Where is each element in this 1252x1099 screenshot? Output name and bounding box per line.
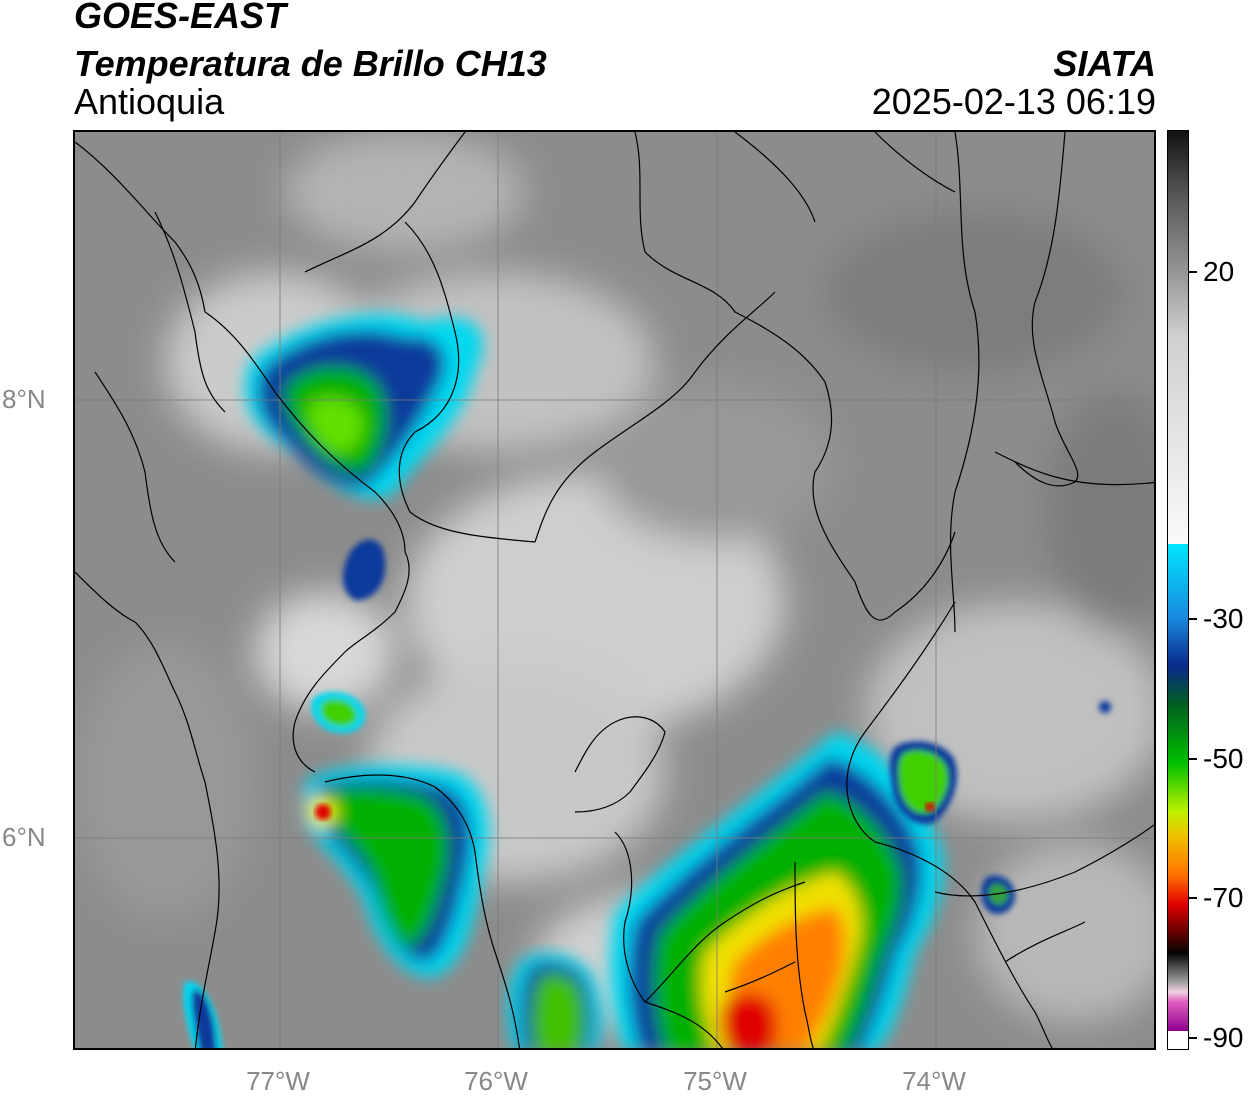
map-canvas <box>75 132 1154 1048</box>
colorbar <box>1167 130 1189 1050</box>
organization-label: SIATA <box>1053 43 1156 84</box>
colorbar-tick <box>1189 1037 1197 1039</box>
lat-label-6n: 6°N <box>2 822 46 852</box>
colorbar-label-minus70: -70 <box>1203 882 1244 913</box>
colorbar-tick <box>1189 271 1197 273</box>
colorbar-label-minus90: -90 <box>1203 1022 1244 1053</box>
lon-label-75w: 75°W <box>683 1066 747 1096</box>
figure-subtitle: Temperatura de Brillo CH13 <box>74 43 547 84</box>
figure-title: GOES-EAST <box>74 0 287 36</box>
colorbar-tick <box>1189 758 1197 760</box>
timestamp-label: 2025-02-13 06:19 <box>871 81 1156 122</box>
lon-label-74w: 74°W <box>902 1066 966 1096</box>
region-label: Antioquia <box>74 81 225 122</box>
colorbar-label-20: 20 <box>1203 256 1235 287</box>
colorbar-label-minus30: -30 <box>1203 603 1244 634</box>
colorbar-label-minus50: -50 <box>1203 743 1244 774</box>
lon-label-77w: 77°W <box>246 1066 310 1096</box>
satellite-map <box>73 130 1156 1050</box>
colorbar-gradient <box>1168 131 1188 1049</box>
lon-label-76w: 76°W <box>464 1066 528 1096</box>
lat-label-8n: 8°N <box>2 384 46 414</box>
colorbar-tick <box>1189 618 1197 620</box>
colorbar-tick <box>1189 897 1197 899</box>
